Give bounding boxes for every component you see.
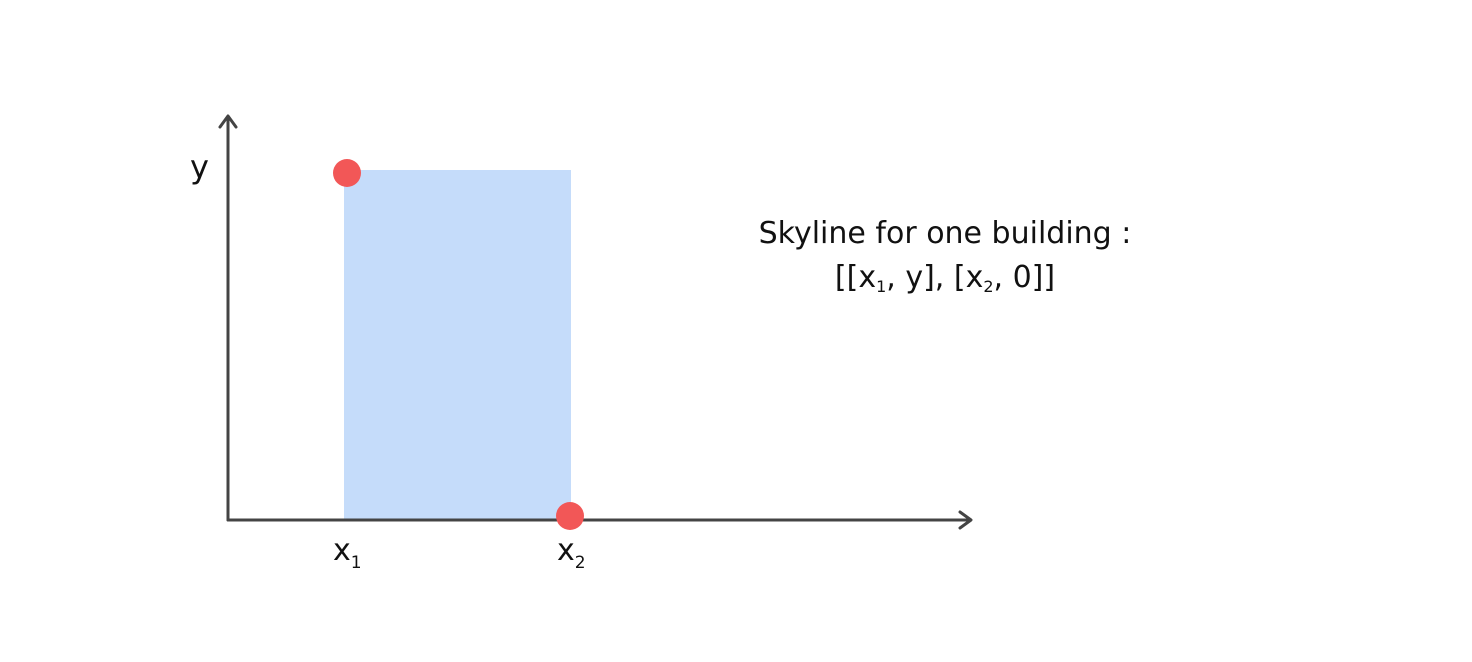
- skyline-caption: Skyline for one building : [[x1, y], [x2…: [700, 212, 1190, 309]
- x1-label: x1: [333, 533, 362, 573]
- caption-formula: [[x1, y], [x2, 0]]: [834, 260, 1056, 296]
- caption-title: Skyline for one building :: [758, 216, 1132, 251]
- arrow-up-icon: [218, 114, 238, 129]
- point-x2-0: [556, 502, 584, 530]
- arrow-right-icon: [958, 510, 973, 530]
- x2-label: x2: [557, 533, 586, 573]
- point-x1-y: [333, 159, 361, 187]
- y-axis-label: y: [190, 148, 209, 186]
- building-rectangle: [344, 170, 571, 520]
